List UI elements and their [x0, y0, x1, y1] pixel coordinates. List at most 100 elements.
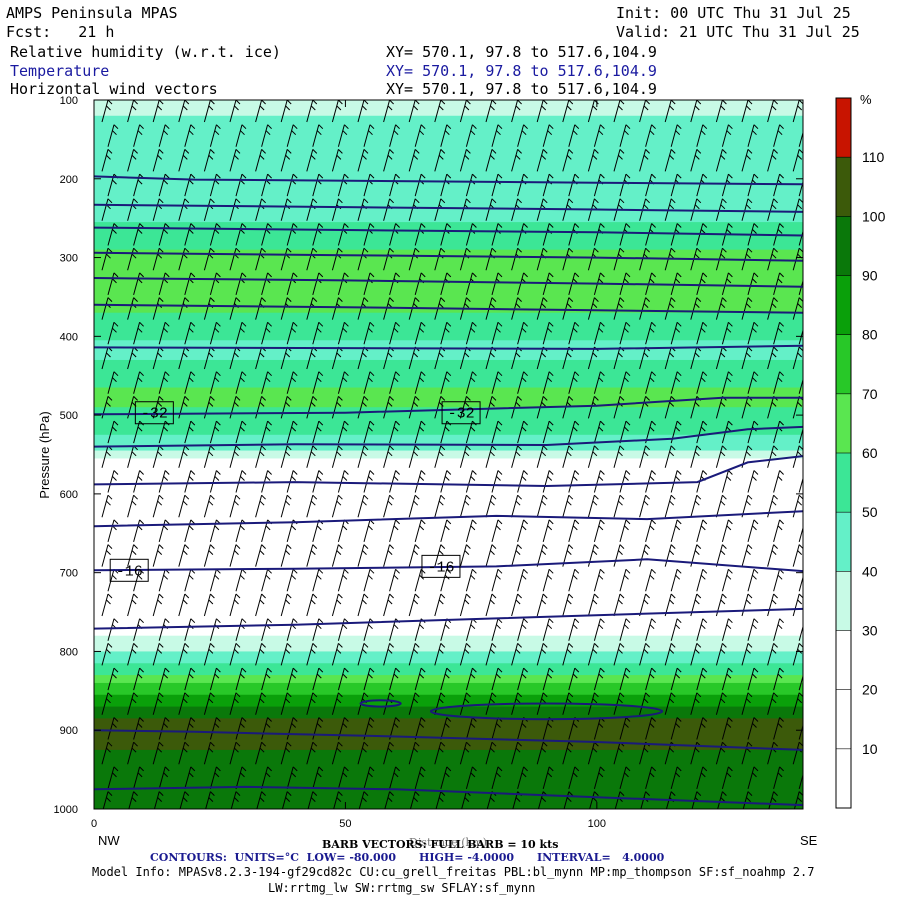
- wind-barb: [255, 544, 266, 567]
- wind-barb: [408, 593, 420, 617]
- wind-barb: [261, 766, 272, 790]
- wind-barb: [434, 593, 446, 617]
- wind-barb: [768, 791, 778, 809]
- rh-cell: [94, 281, 803, 286]
- wind-barb: [107, 667, 119, 691]
- rh-cell: [94, 241, 803, 247]
- rh-cell: [94, 679, 803, 684]
- rh-cell: [94, 166, 803, 172]
- wind-barb: [696, 568, 708, 592]
- wind-barb: [568, 667, 580, 691]
- wind-barb: [331, 692, 343, 715]
- wind-barb: [619, 717, 631, 740]
- wind-barb: [593, 470, 605, 493]
- wind-barb: [414, 470, 426, 493]
- temperature-contour: [94, 344, 803, 350]
- wind-barb: [133, 766, 144, 790]
- wind-barb: [562, 741, 574, 765]
- wind-barb: [568, 568, 580, 592]
- rh-cell: [94, 489, 803, 495]
- wind-barb: [773, 519, 784, 543]
- wind-barb: [312, 420, 324, 444]
- y-tick-label: 400: [60, 331, 78, 343]
- temperature-contour: [94, 277, 803, 288]
- wind-barb: [568, 420, 580, 444]
- wind-barb: [542, 470, 554, 493]
- wind-barb: [465, 519, 477, 543]
- wind-barb: [562, 593, 574, 617]
- wind-barb: [331, 643, 343, 666]
- wind-barb: [767, 297, 778, 320]
- y-tick-label: 600: [60, 489, 78, 501]
- wind-barb: [203, 643, 215, 666]
- rh-cell: [94, 147, 803, 152]
- wind-barb: [619, 667, 631, 691]
- contour-label: -32: [141, 406, 168, 423]
- wind-barb: [235, 223, 247, 246]
- wind-barb: [434, 643, 446, 666]
- rh-cell: [94, 163, 803, 168]
- wind-barb: [389, 124, 400, 147]
- wind-barb: [434, 494, 446, 518]
- wind-barb: [357, 494, 369, 518]
- wind-barb: [306, 544, 318, 567]
- rh-cell: [94, 619, 803, 625]
- wind-barb: [363, 124, 375, 147]
- rh-cell: [94, 367, 803, 373]
- rh-cell: [94, 722, 803, 727]
- rh-cell: [94, 135, 803, 140]
- wind-barb: [664, 100, 676, 123]
- wind-barb: [465, 321, 477, 345]
- rh-cell: [94, 277, 803, 282]
- rh-cell: [94, 328, 803, 333]
- wind-barb: [587, 149, 599, 172]
- wind-barb: [491, 420, 503, 444]
- wind-barb: [184, 223, 196, 246]
- rh-cell: [94, 486, 803, 491]
- wind-barb: [363, 371, 375, 394]
- wind-barb: [229, 494, 241, 518]
- wind-barb: [101, 544, 113, 567]
- rh-cell: [94, 103, 803, 109]
- colorbar-swatch: [836, 630, 851, 690]
- wind-barb: [235, 371, 247, 394]
- wind-barb: [255, 593, 266, 617]
- wind-barb: [209, 420, 221, 444]
- rh-cell: [94, 344, 803, 349]
- rh-cell: [94, 686, 803, 692]
- wind-barb: [715, 297, 727, 320]
- rh-cell: [94, 285, 803, 290]
- wind-barb: [209, 470, 221, 493]
- wind-barb: [102, 791, 113, 809]
- rh-cell: [94, 663, 803, 668]
- wind-barb: [209, 717, 221, 740]
- wind-barb: [209, 667, 221, 691]
- wind-barb: [184, 766, 196, 790]
- rh-cell: [94, 556, 803, 562]
- wind-barb: [101, 149, 113, 172]
- rh-cell: [94, 631, 803, 637]
- wind-barb: [133, 420, 144, 444]
- wind-barb: [741, 346, 753, 370]
- wind-barb: [491, 124, 503, 147]
- wind-barb: [127, 593, 138, 617]
- wind-barb: [542, 667, 554, 691]
- colorbar-tick-label: 70: [862, 386, 878, 402]
- wind-barb: [312, 766, 324, 790]
- rh-cell: [94, 584, 803, 590]
- wind-barb: [767, 445, 778, 468]
- wind-barb: [337, 568, 349, 592]
- wind-barb: [408, 445, 420, 468]
- wind-barb: [414, 717, 426, 740]
- wind-barb: [645, 568, 656, 592]
- wind-barb: [281, 791, 292, 809]
- rh-cell: [94, 757, 803, 763]
- wind-barb: [562, 100, 574, 123]
- wind-barb: [767, 692, 778, 715]
- wind-barb: [562, 494, 574, 518]
- valid-time: Valid: 21 UTC Thu 31 Jul 25: [616, 23, 860, 41]
- wind-barb: [235, 766, 247, 790]
- wind-barb: [203, 741, 215, 765]
- wind-barb: [389, 519, 400, 543]
- wind-barb: [306, 396, 318, 419]
